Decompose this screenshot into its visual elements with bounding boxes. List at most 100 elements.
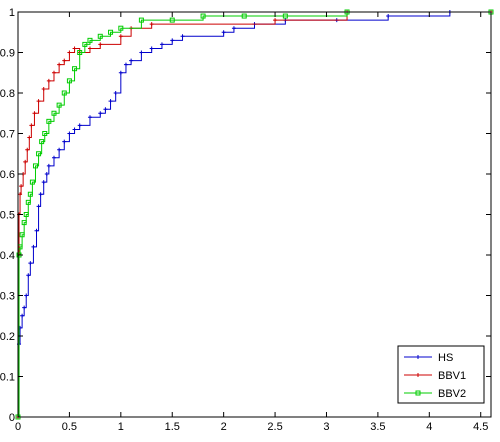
data-point-bbv2 (72, 66, 78, 72)
data-point-hs (31, 244, 36, 249)
data-point-hs (46, 163, 51, 168)
x-tick-label: 4 (426, 421, 432, 433)
data-point-bbv2 (51, 110, 57, 116)
data-point-bbv2 (46, 118, 52, 124)
legend-item-hs: HS (404, 352, 453, 364)
data-point-hs (103, 107, 108, 112)
data-point-bbv1 (29, 123, 34, 128)
data-point-bbv1 (149, 22, 154, 27)
data-point-bbv2 (23, 212, 29, 217)
legend-marker (416, 373, 420, 377)
data-point-bbv2 (56, 102, 62, 108)
x-tick-label: 2.5 (267, 421, 282, 433)
data-point-hs (149, 46, 154, 51)
data-point-bbv1 (51, 70, 56, 75)
x-axis: 0 0.5 1 1.5 2 2.5 3 3.5 4 4.5 (15, 12, 488, 433)
y-tick-label: 0.1 (0, 372, 15, 384)
legend-item-bbv1: BBV1 (404, 370, 466, 382)
data-point-hs (231, 26, 236, 31)
data-point-hs (77, 123, 82, 128)
data-point-bbv2 (200, 13, 206, 19)
y-tick-label: 0.5 (0, 210, 15, 222)
x-tick-label: 4.5 (473, 421, 488, 433)
data-point-bbv1 (41, 86, 46, 91)
data-point-hs (44, 172, 49, 176)
y-tick-label: 0.3 (0, 291, 15, 303)
y-axis: 0 0.1 0.2 0.3 0.4 0.5 0.6 0.7 0.8 0.9 1 (0, 7, 491, 424)
data-point-hs (57, 147, 62, 152)
data-point-bbv2 (42, 131, 48, 136)
data-point-hs (41, 180, 46, 185)
legend-marker (416, 355, 420, 359)
data-point-bbv1 (36, 99, 41, 104)
data-point-bbv2 (169, 17, 175, 23)
data-point-bbv2 (29, 179, 35, 185)
data-point-hs (67, 131, 72, 136)
data-point-hs (72, 127, 77, 132)
data-point-bbv2 (36, 151, 42, 157)
data-point-bbv2 (108, 29, 114, 35)
x-tick-label: 3.5 (370, 421, 385, 433)
data-point-bbv1 (23, 159, 28, 164)
data-point-hs (36, 204, 41, 209)
legend-label: BBV1 (438, 370, 466, 382)
data-point-hs (22, 305, 27, 310)
data-point-hs (386, 14, 391, 19)
data-point-hs (20, 313, 25, 318)
data-point-bbv2 (77, 50, 83, 55)
y-tick-label: 0.4 (0, 250, 15, 262)
x-tick-label: 2 (221, 421, 227, 433)
x-tick-label: 1 (118, 421, 124, 433)
data-point-bbv1 (72, 46, 77, 51)
data-point-hs (129, 58, 134, 63)
data-point-hs (159, 42, 164, 47)
y-tick-label: 0.2 (0, 331, 15, 343)
data-point-bbv2 (19, 232, 25, 238)
data-point-bbv1 (25, 147, 30, 152)
data-point-bbv2 (97, 33, 103, 39)
y-tick-label: 0.8 (0, 88, 15, 100)
x-tick-label: 0.5 (62, 421, 77, 433)
data-point-hs (98, 111, 103, 116)
data-point-hs (38, 192, 43, 197)
data-point-bbv2 (27, 191, 33, 197)
y-tick-label: 0.9 (0, 48, 15, 60)
legend-marker (415, 390, 421, 396)
data-point-hs (28, 261, 33, 266)
data-point-bbv2 (118, 25, 124, 31)
y-tick-label: 0.6 (0, 169, 15, 181)
data-point-bbv2 (66, 78, 72, 84)
y-tick-label: 0 (9, 412, 15, 424)
data-point-bbv2 (39, 139, 45, 145)
data-point-bbv2 (241, 13, 247, 19)
data-point-bbv2 (21, 220, 27, 226)
data-point-bbv1 (18, 192, 23, 197)
legend: HS BBV1 BBV2 (397, 345, 485, 404)
data-point-bbv1 (19, 184, 24, 189)
data-point-hs (62, 139, 67, 144)
data-point-bbv1 (32, 111, 37, 116)
data-point-bbv1 (98, 42, 103, 47)
data-point-bbv1 (46, 78, 51, 83)
x-tick-label: 3 (323, 421, 329, 433)
data-point-hs (139, 50, 144, 55)
data-point-hs (221, 30, 226, 35)
data-point-bbv2 (282, 13, 288, 19)
series-bbv1 (16, 10, 493, 419)
data-point-bbv2 (32, 163, 38, 169)
legend-label: HS (438, 352, 453, 364)
data-point-hs (118, 70, 123, 75)
data-point-hs (24, 293, 29, 298)
data-point-bbv2 (25, 199, 31, 205)
data-point-hs (26, 273, 31, 278)
y-tick-label: 0.7 (0, 129, 15, 141)
x-tick-label: 0 (15, 421, 21, 433)
data-point-bbv2 (61, 90, 67, 96)
data-point-bbv1 (118, 34, 123, 39)
data-point-hs (108, 99, 113, 104)
x-tick-label: 1.5 (165, 421, 180, 433)
data-point-hs (113, 91, 118, 95)
data-point-hs (87, 115, 92, 120)
